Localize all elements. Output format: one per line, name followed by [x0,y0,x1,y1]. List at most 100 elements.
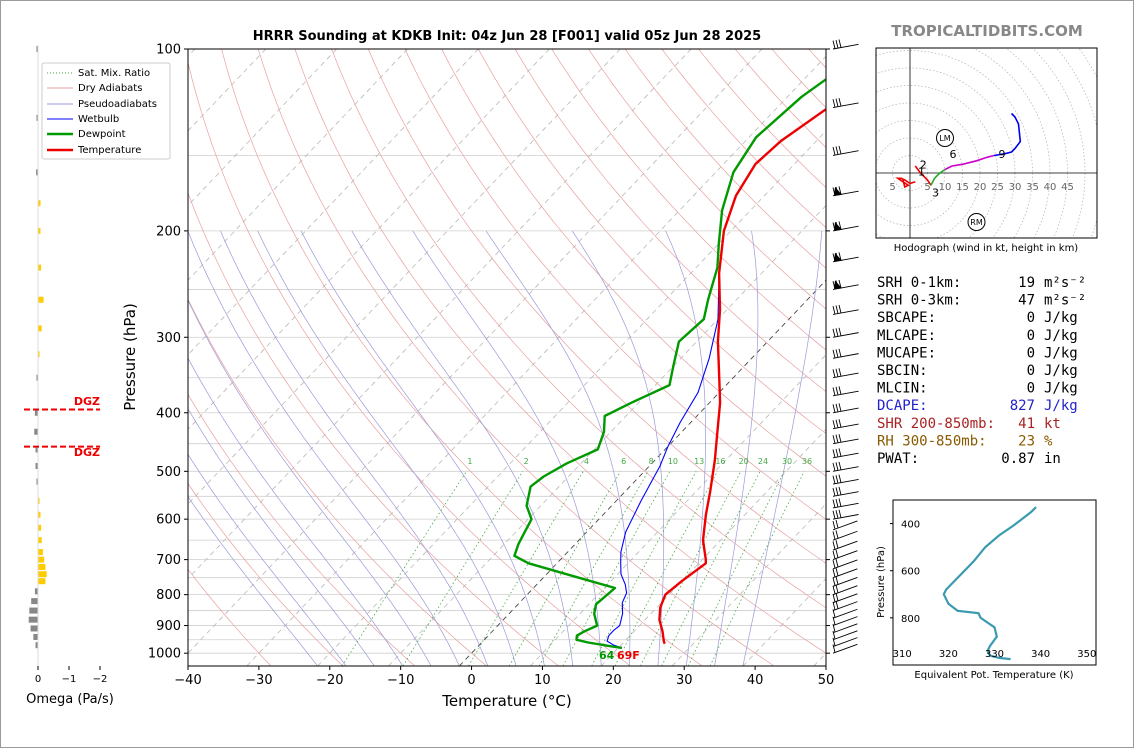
wind-barb [832,637,858,647]
wind-barb-feather [835,558,839,568]
mixing-ratio-label: 1 [467,457,472,466]
wind-barb-feather [832,601,836,610]
dry-adiabat-line [808,49,826,69]
wind-barb-feather [832,487,836,497]
skewt-x-axis-label: Temperature (°C) [441,692,571,710]
wind-barb-feather [835,567,839,576]
wind-barb [832,540,858,551]
omega-bar [38,578,46,585]
mixing-ratio-line [341,471,467,666]
dry-adiabat-line [188,298,487,666]
wind-barb-feather [835,498,839,508]
mixing-ratio-label: 4 [584,457,589,466]
omega-bar [34,588,38,595]
legend-temperature: Temperature [77,145,141,156]
omega-bar [38,264,42,271]
hodograph-segment [993,112,1022,157]
hodograph-ring-label: 20 [974,182,987,193]
wind-barb-feather [832,541,836,550]
wind-barb-feather [832,99,836,108]
mixing-ratio-line [591,471,697,666]
wind-barb-feather [835,519,839,529]
y-tick-label: 500 [156,465,181,480]
surface-dewpoint-label: 64 [599,649,615,662]
mixing-ratio-label: 2 [524,457,529,466]
wind-barb [832,407,859,414]
wind-barb-feather [835,475,839,484]
legend-wetbulb: Wetbulb [78,114,119,125]
wind-barb [832,530,858,541]
hodograph-segment [914,165,932,186]
isotherm-line [459,279,826,666]
wind-barb [832,390,859,397]
wind-barb-feather [835,592,839,602]
wind-barb-feather [838,368,842,377]
omega-tick-1: −1 [62,674,77,685]
mixing-ratio-line [468,471,584,666]
wind-barb-feather [835,600,839,609]
omega-bar [30,625,38,632]
wind-barb-feather [838,474,842,483]
omega-bar [38,296,44,303]
wind-barb-feather [838,448,842,457]
dry-adiabat-line [698,49,826,189]
mixing-ratio-line [687,471,785,666]
wind-barb-feather [835,403,839,412]
y-tick-label: 600 [156,513,181,528]
wind-barb-feather [832,435,836,444]
wind-barb-feather [832,568,836,578]
mixing-ratio-label: 16 [715,457,725,466]
index-unit: J/kg [1044,345,1078,361]
theta-e-x-tick: 350 [1077,649,1096,660]
hodograph-height-label: 2 [920,158,927,171]
wind-barb-feather [838,403,842,412]
theta-e-x-tick: 310 [893,649,912,660]
index-unit: J/kg [1044,398,1078,414]
pseudoadiabat-line [220,230,489,666]
wind-barb [832,601,858,611]
isotherm-line [246,55,826,666]
skewt-profiles [513,77,826,650]
wind-barb [832,372,859,379]
index-label: SRH 0-3km: [877,293,961,309]
omega-bar [38,563,46,570]
wind-barb [832,616,858,626]
isotherm-line [188,49,550,430]
legend: Sat. Mix. Ratio Dry Adiabats Pseudoadiab… [41,62,171,160]
omega-bar [38,524,42,531]
wind-barb [832,332,859,338]
watermark: TROPICALTIDBITS.COM [891,22,1083,40]
isotherm-line [188,49,763,654]
index-unit: % [1044,433,1053,449]
hodograph-height-label: 6 [950,148,957,161]
wind-barb [832,502,859,509]
hodograph-height-label: 3 [932,186,939,199]
hodograph-ring-label: 5 [924,182,930,193]
mixing-ratio-line [508,471,621,666]
theta-e-x-tick: 340 [1031,649,1050,660]
skewt-background-lines [188,49,826,666]
wind-barb [832,452,859,459]
pseudoadiabat-line [742,230,823,666]
wind-barb [832,466,859,472]
mixing-ratio-line [538,471,649,666]
wind-barb [832,630,858,641]
hodograph-ring-label: 25 [991,182,1004,193]
dry-adiabat-line [294,49,826,654]
wind-barb-feather [838,327,842,336]
wind-barb-feather [832,40,836,49]
hodograph-height-label: 1 [918,165,925,178]
dry-adiabat-line [514,49,826,393]
wind-barb-feather [838,509,842,518]
pseudoadiabat-line [188,495,318,666]
storm-motion-marker [936,129,954,147]
wind-barb-feather [835,448,839,458]
legend-pseudoadiabats: Pseudoadiabats [78,99,157,110]
wind-barb [832,608,858,619]
wind-barb [832,102,859,108]
x-tick-label: −30 [245,673,272,688]
hodograph-ring-label: 15 [956,182,969,193]
wind-barb-feather [832,404,836,413]
wind-barb [832,643,858,654]
hodograph-ring-label: 10 [939,182,952,193]
